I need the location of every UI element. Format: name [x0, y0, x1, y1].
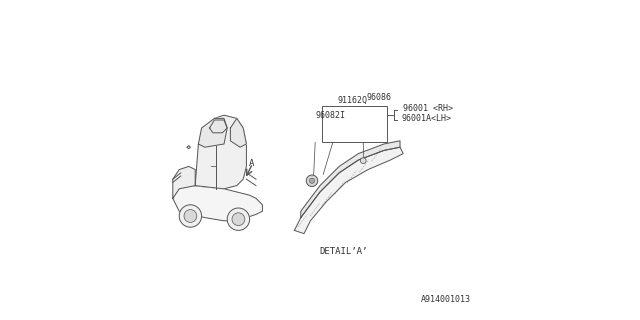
- Polygon shape: [173, 186, 262, 221]
- Circle shape: [360, 158, 366, 164]
- Text: DETAIL’A’: DETAIL’A’: [320, 247, 368, 256]
- Text: 96086: 96086: [366, 93, 392, 102]
- Circle shape: [310, 178, 315, 183]
- Text: A914001013: A914001013: [420, 295, 470, 304]
- Circle shape: [184, 210, 197, 222]
- Polygon shape: [173, 166, 195, 198]
- Polygon shape: [195, 115, 246, 189]
- Polygon shape: [301, 141, 400, 218]
- Circle shape: [179, 205, 202, 227]
- Circle shape: [227, 208, 250, 230]
- Text: 96001A<LH>: 96001A<LH>: [402, 114, 452, 123]
- Polygon shape: [198, 118, 227, 147]
- Polygon shape: [294, 147, 403, 234]
- Text: A: A: [248, 159, 254, 168]
- Text: 91162Q: 91162Q: [338, 96, 367, 105]
- Polygon shape: [230, 118, 246, 147]
- Circle shape: [232, 213, 245, 226]
- Text: 96001 <RH>: 96001 <RH>: [403, 104, 453, 113]
- Circle shape: [307, 175, 317, 187]
- Text: 96082I: 96082I: [315, 111, 345, 120]
